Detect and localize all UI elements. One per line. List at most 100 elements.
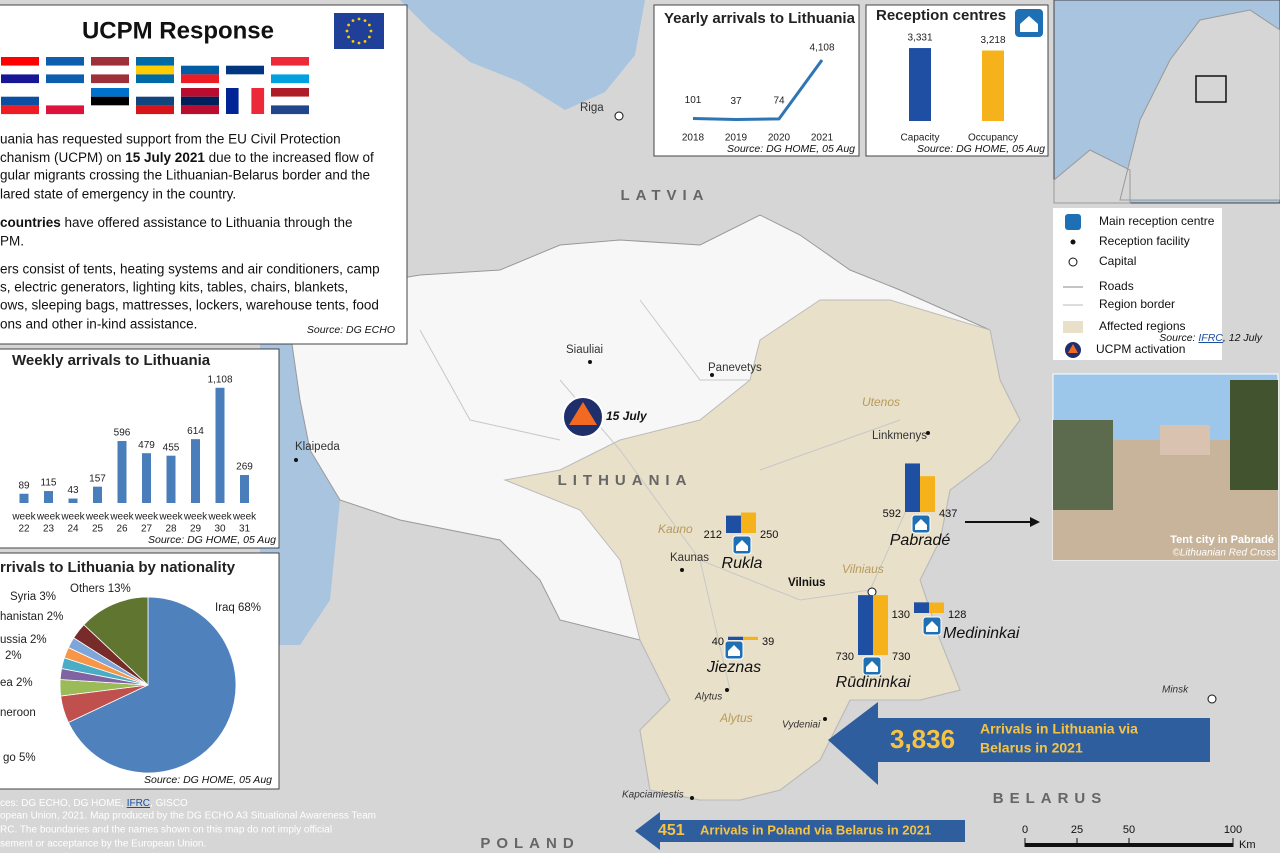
eu-star: [357, 41, 361, 45]
flag-stripe: [46, 88, 84, 97]
data-label: 614: [187, 426, 204, 437]
data-label: 596: [114, 428, 131, 439]
legend-label: UCPM activation: [1096, 342, 1185, 356]
flag-stripe: [46, 96, 84, 106]
flag-stripe: [271, 57, 309, 66]
photo-building: [1160, 425, 1210, 455]
region-label: Utenos: [862, 395, 900, 409]
bar: [68, 498, 78, 503]
flag-stripe: [181, 105, 219, 115]
paragraph-line: PM.: [0, 234, 24, 249]
x-tick-label: 30: [214, 524, 226, 535]
bar: [240, 475, 249, 503]
x-tick-label: week: [232, 512, 257, 523]
footer-line: sement or acceptance by the European Uni…: [0, 839, 206, 850]
x-tick-label: week: [134, 512, 159, 523]
eu-star: [347, 23, 351, 27]
bar: [93, 486, 102, 503]
capacity-label: 592: [883, 508, 901, 520]
facility-marker: [680, 568, 684, 572]
place-label: Kaunas: [670, 552, 709, 564]
x-tick-label: week: [11, 512, 36, 523]
photo-credit: ©Lithuanian Red Cross: [1172, 548, 1276, 559]
eu-star: [351, 39, 355, 43]
x-tick-label: 28: [165, 524, 177, 535]
panel-title: Yearly arrivals to Lithuania: [664, 10, 856, 27]
photo-tent: [1053, 420, 1113, 510]
bar: [166, 455, 176, 503]
place-label: Minsk: [1162, 685, 1189, 696]
house-icon: [736, 540, 748, 551]
data-label: 74: [773, 96, 785, 107]
flag-stripe: [136, 88, 174, 97]
data-label: 4,108: [809, 43, 834, 54]
flag-stripe: [46, 74, 84, 84]
flag-stripe: [46, 65, 84, 75]
paragraph-line: countries have offered assistance to Lit…: [0, 215, 352, 230]
legend-symbol: [1063, 321, 1083, 333]
occupancy-bar: [929, 602, 944, 613]
country-label: LITHUANIA: [558, 472, 693, 489]
arrow-poland: [635, 812, 965, 850]
occupancy-label: 39: [762, 636, 774, 648]
flag-stripe: [271, 105, 309, 115]
arrow-text: Arrivals in Lithuania via: [980, 721, 1138, 737]
text: have offered assistance to Lithuania thr…: [61, 215, 353, 230]
capacity-label: 40: [712, 636, 724, 648]
panel-title: Weekly arrivals to Lithuania: [12, 352, 211, 369]
house-icon: [1020, 16, 1038, 32]
eu-star: [369, 29, 373, 33]
text: Source:: [1159, 332, 1198, 344]
flag-stripe: [251, 88, 265, 114]
source: Source: DG HOME, 05 Aug: [144, 774, 272, 786]
paragraph-line: gular migrants crossing the Lithuanian-B…: [0, 168, 370, 183]
slice-label: neroon: [0, 707, 36, 719]
scale-label: 25: [1071, 824, 1083, 836]
bar: [117, 441, 127, 503]
capacity-label: 212: [704, 529, 722, 541]
x-tick-label: 29: [190, 524, 202, 535]
occupancy-bar: [741, 512, 756, 533]
place-label: Riga: [580, 102, 604, 114]
capacity-label: 130: [892, 609, 910, 621]
eu-star: [357, 17, 361, 21]
yearly-panel: [653, 4, 860, 157]
eu-star: [347, 35, 351, 39]
flag-stripe: [136, 105, 174, 115]
pie-slice: [83, 596, 149, 686]
house-icon: [728, 645, 740, 656]
x-tick-label: week: [109, 512, 134, 523]
paragraph-line: chanism (UCPM) on 15 July 2021 due to th…: [0, 150, 374, 165]
scale-label: 50: [1123, 824, 1135, 836]
flag-stripe: [136, 96, 174, 106]
flag-stripe: [91, 96, 129, 106]
house-icon: [926, 621, 938, 632]
flag-stripe: [136, 65, 174, 75]
text: 15 July 2021: [125, 150, 205, 165]
eu-star: [367, 23, 371, 27]
flag-stripe: [1, 88, 39, 97]
occupancy-label: 128: [948, 609, 966, 621]
bar: [982, 50, 1004, 121]
flag-stripe: [46, 57, 84, 66]
slice-label: hanistan 2%: [0, 611, 63, 623]
flag-stripe: [181, 88, 219, 97]
source: Source: DG ECHO: [307, 324, 395, 336]
inset-land: [1053, 9, 1280, 204]
x-tick-label: 31: [239, 524, 251, 535]
place-label: Alytus: [694, 692, 722, 703]
bar: [19, 493, 29, 503]
legend: [1053, 208, 1222, 360]
country-label: POLAND: [480, 835, 579, 852]
data-label: 479: [138, 440, 155, 451]
x-tick-label: week: [158, 512, 183, 523]
bar: [215, 387, 225, 503]
roads: [419, 299, 921, 691]
capacity-label: 730: [836, 651, 854, 663]
x-tick-label: week: [183, 512, 208, 523]
x-tick-label: 24: [67, 524, 79, 535]
flag-stripe: [1, 74, 39, 84]
x-tick-label: 23: [43, 524, 55, 535]
